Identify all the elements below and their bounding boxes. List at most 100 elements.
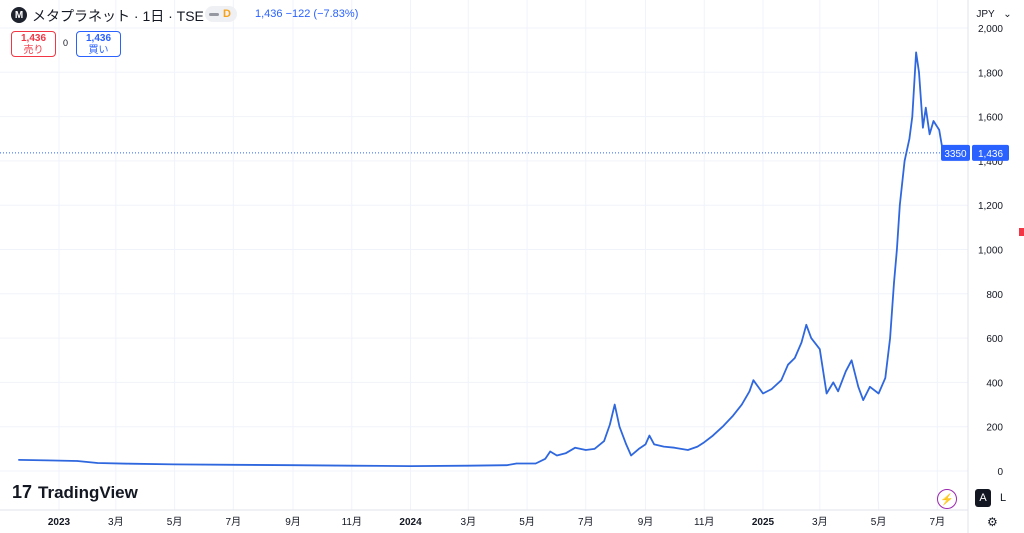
x-tick-label: 2025 <box>752 517 775 528</box>
data-point <box>638 448 640 450</box>
data-point <box>869 386 871 388</box>
data-point <box>663 446 665 448</box>
data-point <box>696 446 699 448</box>
data-point <box>889 337 891 339</box>
sell-button[interactable]: 1,436 売り <box>11 31 56 57</box>
y-tick-label: 1,200 <box>978 201 1003 212</box>
tradingview-logo-icon: 17 <box>12 482 33 502</box>
data-point <box>878 392 880 395</box>
last-price-tag-bg <box>972 144 1009 161</box>
x-tick-label: 7月 <box>578 516 594 528</box>
data-point <box>549 450 551 453</box>
price-axis[interactable]: 0 200 400 600 800 1,000 1,200 1,400 1,600 1,800 2,… <box>978 24 1003 478</box>
data-point <box>826 392 828 395</box>
x-tick-label: 3月 <box>812 516 828 528</box>
y-tick-label: 2,000 <box>978 24 1003 35</box>
visibility-toggle[interactable]: D <box>205 6 237 22</box>
data-point <box>574 447 576 449</box>
data-point <box>648 435 651 437</box>
data-point <box>771 388 773 390</box>
x-tick-label: 5月 <box>519 516 535 528</box>
data-point <box>819 348 821 350</box>
data-point <box>925 107 927 109</box>
data-point <box>762 392 764 395</box>
data-point <box>732 415 734 417</box>
log-scale-button[interactable]: L <box>999 492 1007 504</box>
data-point <box>862 399 864 401</box>
tradingview-logo-text: TradingView <box>38 482 138 502</box>
data-point <box>292 464 294 466</box>
data-point <box>565 452 567 454</box>
data-point <box>832 381 834 383</box>
y-tick-label: 400 <box>986 378 1003 389</box>
data-point <box>752 379 755 381</box>
data-point <box>585 449 587 451</box>
data-point <box>703 441 705 443</box>
x-tick-label: 7月 <box>930 516 946 528</box>
auto-scale-button[interactable]: A <box>975 489 991 507</box>
y-tick-label: 1,800 <box>978 68 1003 79</box>
data-point <box>922 127 924 129</box>
data-point <box>46 459 49 461</box>
bolt-icon[interactable]: ⚡ <box>937 489 957 509</box>
data-point <box>673 447 676 449</box>
x-tick-label: 2024 <box>399 517 422 528</box>
data-point <box>593 448 596 450</box>
symbol-title[interactable]: メタプラネット · 1日 · TSE <box>32 8 204 24</box>
data-point <box>722 426 724 428</box>
countdown-label: 3350 <box>944 149 967 160</box>
buy-button[interactable]: 1,436 買い <box>76 31 121 57</box>
data-point <box>837 390 839 392</box>
time-axis[interactable]: 2023 3月 5月 7月 9月 11月 2024 3月 5月 7月 9月 11月 2025 3月 5月 7月 <box>48 516 945 528</box>
data-point <box>174 463 176 465</box>
sell-price: 1,436 <box>20 33 47 44</box>
x-tick-label: 11月 <box>342 516 362 528</box>
x-tick-label: 5月 <box>871 516 887 528</box>
data-point <box>748 390 751 392</box>
data-point <box>845 370 847 372</box>
y-tick-label: 200 <box>986 423 1003 434</box>
x-tick-label: 7月 <box>226 516 242 528</box>
symbol-logo[interactable]: M <box>11 7 27 23</box>
data-point <box>932 120 935 122</box>
currency-selector[interactable]: JPY ⌄ <box>972 4 1016 24</box>
x-tick-label: 5月 <box>167 516 183 528</box>
data-point <box>884 377 886 379</box>
chart-header: M メタプラネット · 1日 · TSE D 1,436 −122 (−7.83… <box>0 0 968 28</box>
x-tick-label: 9月 <box>285 516 301 528</box>
data-point <box>644 443 647 445</box>
spread-value: 0 <box>63 38 69 48</box>
data-point <box>128 463 130 465</box>
data-point <box>896 248 898 251</box>
last-price-label: 1,436 <box>978 149 1003 160</box>
data-point <box>76 460 78 462</box>
data-point <box>911 116 913 118</box>
y-tick-label: 800 <box>986 290 1003 301</box>
data-point <box>908 138 911 140</box>
data-point <box>630 454 632 457</box>
edge-marker <box>1019 228 1024 236</box>
data-point <box>96 462 99 464</box>
series-layer <box>18 51 944 467</box>
x-tick-label: 3月 <box>461 516 477 528</box>
data-point <box>904 160 906 162</box>
data-point <box>409 465 412 467</box>
gear-icon[interactable]: ⚙ <box>987 515 998 529</box>
series-line <box>18 51 944 467</box>
data-point <box>556 454 558 457</box>
countdown-tag-bg <box>941 144 970 161</box>
y-tick-label: 1,600 <box>978 113 1003 124</box>
currency-label: JPY <box>976 8 995 20</box>
tradingview-logo[interactable]: 17 TradingView <box>12 482 138 503</box>
delayed-badge: D <box>223 8 231 20</box>
data-point <box>618 426 621 428</box>
data-point <box>687 449 689 451</box>
data-point <box>515 462 518 465</box>
data-point <box>232 464 234 466</box>
sell-label: 売り <box>23 45 44 56</box>
last-price-tags: 3350 1,436 <box>941 144 1009 161</box>
y-tick-label: 600 <box>986 334 1003 345</box>
x-tick-label: 2023 <box>48 517 71 528</box>
data-point <box>915 51 917 54</box>
